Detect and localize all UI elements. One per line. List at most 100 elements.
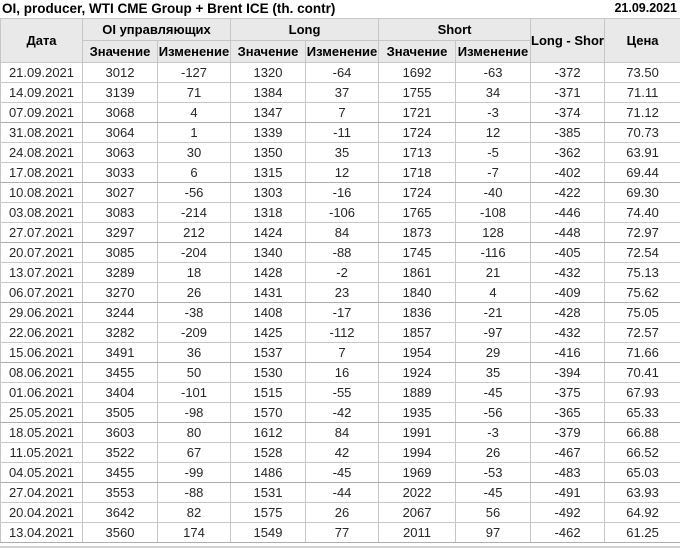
cell-price: 65.03: [604, 462, 680, 483]
cell-date: 24.08.2021: [0, 142, 83, 163]
cell-long-short: -483: [530, 462, 606, 483]
table-row: 27.04.2021 3553 -88 1531 -44 2022 -45 -4…: [0, 482, 680, 503]
cell-long-change: 77: [305, 522, 380, 543]
cell-short-value: 1861: [378, 262, 457, 283]
cell-short-value: 1724: [378, 182, 457, 203]
cell-price: 71.66: [604, 342, 680, 363]
cell-long-value: 1303: [230, 182, 307, 203]
cell-oi-change: -98: [156, 402, 232, 423]
cell-long-change: -64: [305, 62, 380, 83]
col-header-short-change: Изменение: [455, 40, 532, 63]
cell-long-value: 1530: [230, 362, 307, 383]
cell-long-short: -467: [530, 442, 606, 463]
table-row: 21.09.2021 3012 -127 1320 -64 1692 -63 -…: [0, 62, 680, 83]
oi-table: Дата OI управляющих Long Short Long - Sh…: [0, 18, 680, 543]
cell-long-value: 1384: [230, 82, 307, 103]
cell-date: 11.05.2021: [0, 442, 83, 463]
cell-long-short: -462: [530, 522, 606, 543]
cell-oi-value: 3297: [82, 222, 158, 243]
cell-short-change: -5: [455, 142, 532, 163]
table-row: 13.04.2021 3560 174 1549 77 2011 97 -462…: [0, 522, 680, 543]
cell-long-value: 1486: [230, 462, 307, 483]
cell-price: 75.62: [604, 282, 680, 303]
cell-date: 15.06.2021: [0, 342, 83, 363]
cell-oi-value: 3491: [82, 342, 158, 363]
cell-short-change: -53: [455, 462, 532, 483]
cell-long-value: 1537: [230, 342, 307, 363]
cell-price: 63.93: [604, 482, 680, 503]
report-date: 21.09.2021: [614, 1, 677, 15]
cell-long-change: 7: [305, 342, 380, 363]
cell-oi-change: -214: [156, 202, 232, 223]
cell-long-short: -365: [530, 402, 606, 423]
cell-long-change: -11: [305, 122, 380, 143]
cell-short-change: -108: [455, 202, 532, 223]
cell-short-change: -45: [455, 482, 532, 503]
table-row: 06.07.2021 3270 26 1431 23 1840 4 -409 7…: [0, 282, 680, 303]
cell-long-change: -17: [305, 302, 380, 323]
table-row: 25.05.2021 3505 -98 1570 -42 1935 -56 -3…: [0, 402, 680, 423]
cell-price: 67.93: [604, 382, 680, 403]
cell-long-change: -42: [305, 402, 380, 423]
cell-short-change: -116: [455, 242, 532, 263]
cell-short-value: 1765: [378, 202, 457, 223]
titlebar: OI, producer, WTI CME Group + Brent ICE …: [0, 0, 680, 18]
cell-long-short: -491: [530, 482, 606, 503]
cell-date: 03.08.2021: [0, 202, 83, 223]
cell-short-change: 56: [455, 502, 532, 523]
cell-long-value: 1340: [230, 242, 307, 263]
cell-oi-value: 3522: [82, 442, 158, 463]
table-row: 07.09.2021 3068 4 1347 7 1721 -3 -374 71…: [0, 102, 680, 123]
cell-price: 70.73: [604, 122, 680, 143]
cell-oi-change: 30: [156, 142, 232, 163]
cell-long-change: -112: [305, 322, 380, 343]
cell-long-short: -374: [530, 102, 606, 123]
cell-long-short: -448: [530, 222, 606, 243]
cell-short-change: -21: [455, 302, 532, 323]
cell-long-short: -432: [530, 262, 606, 283]
cell-oi-change: -127: [156, 62, 232, 83]
cell-short-value: 1713: [378, 142, 457, 163]
cell-oi-value: 3033: [82, 162, 158, 183]
cell-long-change: 37: [305, 82, 380, 103]
cell-short-change: -63: [455, 62, 532, 83]
cell-long-change: 84: [305, 422, 380, 443]
cell-oi-value: 3642: [82, 502, 158, 523]
cell-date: 31.08.2021: [0, 122, 83, 143]
table-row: 08.06.2021 3455 50 1530 16 1924 35 -394 …: [0, 362, 680, 383]
cell-date: 20.07.2021: [0, 242, 83, 263]
table-row: 20.07.2021 3085 -204 1340 -88 1745 -116 …: [0, 242, 680, 263]
table-row: 31.08.2021 3064 1 1339 -11 1724 12 -385 …: [0, 122, 680, 143]
cell-long-change: -16: [305, 182, 380, 203]
cell-long-short: -409: [530, 282, 606, 303]
col-header-oi-change: Изменение: [156, 40, 232, 63]
cell-oi-change: -99: [156, 462, 232, 483]
cell-oi-value: 3270: [82, 282, 158, 303]
cell-long-change: 84: [305, 222, 380, 243]
cell-oi-change: -101: [156, 382, 232, 403]
table-header: Дата OI управляющих Long Short Long - Sh…: [0, 18, 680, 63]
cell-price: 75.05: [604, 302, 680, 323]
cell-short-change: -3: [455, 102, 532, 123]
cell-long-short: -394: [530, 362, 606, 383]
col-header-long-short: Long - Short: [530, 18, 606, 63]
table-row: 04.05.2021 3455 -99 1486 -45 1969 -53 -4…: [0, 462, 680, 483]
cell-oi-change: 36: [156, 342, 232, 363]
cell-long-change: -88: [305, 242, 380, 263]
cell-long-change: 26: [305, 502, 380, 523]
cell-long-short: -362: [530, 142, 606, 163]
cell-date: 25.05.2021: [0, 402, 83, 423]
col-header-long-change: Изменение: [305, 40, 380, 63]
cell-short-value: 1889: [378, 382, 457, 403]
cell-short-change: -40: [455, 182, 532, 203]
cell-long-short: -428: [530, 302, 606, 323]
cell-long-value: 1570: [230, 402, 307, 423]
cell-short-value: 1969: [378, 462, 457, 483]
cell-short-value: 1991: [378, 422, 457, 443]
cell-short-value: 1836: [378, 302, 457, 323]
cell-long-value: 1350: [230, 142, 307, 163]
cell-date: 18.05.2021: [0, 422, 83, 443]
cell-date: 27.07.2021: [0, 222, 83, 243]
cell-price: 72.54: [604, 242, 680, 263]
